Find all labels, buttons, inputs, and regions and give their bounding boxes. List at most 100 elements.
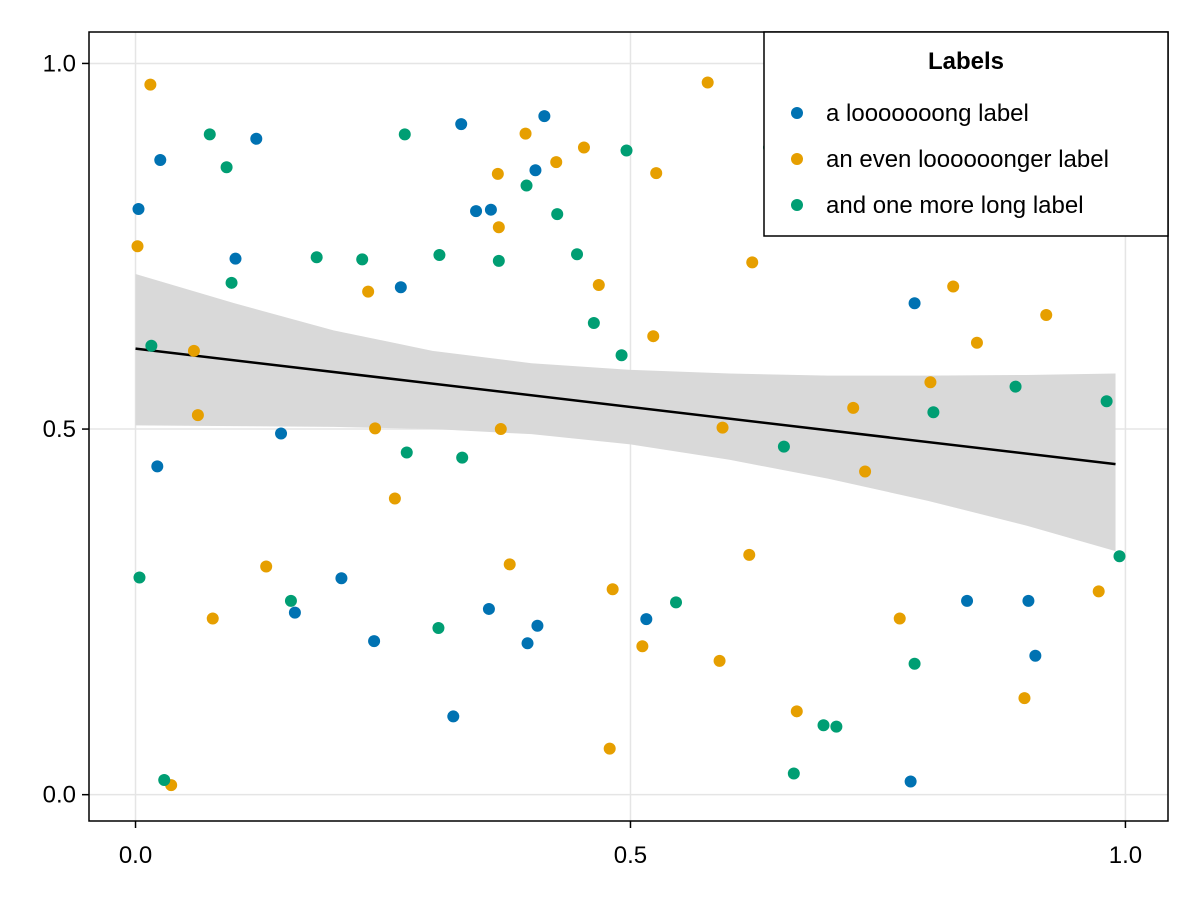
y-tick-label: 0.5 xyxy=(43,416,76,443)
confidence-band-layer xyxy=(135,274,1116,552)
scatter-point-series-2 xyxy=(701,76,714,89)
legend-label: a looooooong label xyxy=(826,100,1029,127)
scatter-point-series-3 xyxy=(225,276,238,289)
scatter-point-series-3 xyxy=(356,253,369,266)
scatter-point-series-2 xyxy=(187,344,200,357)
scatter-point-series-1 xyxy=(470,205,483,218)
scatter-point-series-3 xyxy=(433,249,446,262)
y-tick-label: 1.0 xyxy=(43,50,76,77)
scatter-point-series-3 xyxy=(587,317,600,330)
scatter-point-series-1 xyxy=(288,606,301,619)
legend-marker xyxy=(791,107,803,119)
scatter-point-series-2 xyxy=(519,127,532,140)
scatter-point-series-1 xyxy=(250,132,263,145)
scatter-point-series-2 xyxy=(191,409,204,422)
scatter-point-series-2 xyxy=(492,221,505,234)
scatter-point-series-2 xyxy=(362,285,375,298)
scatter-point-series-3 xyxy=(830,720,843,733)
scatter-point-series-2 xyxy=(859,465,872,478)
scatter-point-series-1 xyxy=(154,153,167,166)
fit-line-layer xyxy=(135,347,1116,466)
scatter-point-series-1 xyxy=(531,619,544,632)
scatter-point-series-3 xyxy=(400,446,413,459)
scatter-point-series-2 xyxy=(947,280,960,293)
scatter-point-series-2 xyxy=(503,558,516,571)
scatter-point-series-3 xyxy=(1113,550,1126,563)
scatter-point-series-3 xyxy=(615,349,628,362)
scatter-point-series-2 xyxy=(647,330,660,343)
legend-label: an even loooooonger label xyxy=(826,146,1109,173)
scatter-point-series-1 xyxy=(335,572,348,585)
scatter-point-series-3 xyxy=(310,251,323,264)
scatter-point-series-3 xyxy=(133,571,146,584)
scatter-point-series-3 xyxy=(908,657,921,670)
legend-items: a looooooong label an even loooooonger la… xyxy=(791,100,1109,219)
scatter-point-series-1 xyxy=(132,202,145,215)
scatter-point-series-2 xyxy=(577,141,590,154)
scatter-point-series-3 xyxy=(520,179,533,192)
regression-line xyxy=(135,347,1116,466)
scatter-point-series-1 xyxy=(394,281,407,294)
scatter-point-series-2 xyxy=(893,612,906,625)
scatter-point-series-1 xyxy=(455,118,468,131)
scatter-point-series-3 xyxy=(1100,395,1113,408)
scatter-point-series-2 xyxy=(650,167,663,180)
scatter-point-series-3 xyxy=(456,451,469,464)
scatter-point-series-3 xyxy=(284,594,297,607)
scatter-point-series-2 xyxy=(144,78,157,91)
scatter-point-series-3 xyxy=(398,128,411,141)
scatter-point-series-3 xyxy=(145,339,158,352)
scatter-point-series-1 xyxy=(484,203,497,216)
scatter-point-series-1 xyxy=(538,110,551,123)
scatter-point-series-2 xyxy=(494,423,507,436)
confidence-band xyxy=(135,274,1116,552)
scatter-point-series-1 xyxy=(640,613,653,626)
scatter-point-series-1 xyxy=(1029,649,1042,662)
scatter-point-series-3 xyxy=(787,767,800,780)
scatter-point-series-1 xyxy=(151,460,164,473)
scatter-point-series-2 xyxy=(550,156,563,169)
scatter-point-series-2 xyxy=(491,167,504,180)
scatter-points-layer xyxy=(131,76,1126,792)
scatter-point-series-1 xyxy=(482,602,495,615)
scatter-point-series-2 xyxy=(260,560,273,573)
scatter-point-series-3 xyxy=(1009,380,1022,393)
scatter-point-series-3 xyxy=(432,621,445,634)
scatter-point-series-1 xyxy=(229,252,242,265)
scatter-point-series-3 xyxy=(492,254,505,267)
axis-ticks: 0.0 0.5 1.0 0.0 0.5 1.0 xyxy=(43,50,1142,869)
legend-label: and one more long label xyxy=(826,192,1084,219)
legend-title: Labels xyxy=(928,48,1004,75)
scatter-point-series-2 xyxy=(746,256,759,269)
scatter-point-series-2 xyxy=(206,612,219,625)
x-tick-label: 1.0 xyxy=(1109,842,1142,869)
scatter-point-series-2 xyxy=(1018,692,1031,705)
scatter-point-series-2 xyxy=(603,742,616,755)
scatter-point-series-3 xyxy=(777,440,790,453)
scatter-point-series-3 xyxy=(203,128,216,141)
legend: Labels a looooooong label an even loooooo… xyxy=(763,31,1169,237)
scatter-point-series-2 xyxy=(790,705,803,718)
scatter-point-series-3 xyxy=(220,161,233,174)
scatter-point-series-3 xyxy=(927,406,940,419)
y-tick-label: 0.0 xyxy=(43,782,76,809)
scatter-point-series-2 xyxy=(743,548,756,561)
scatter-point-series-2 xyxy=(847,401,860,414)
scatter-point-series-1 xyxy=(904,775,917,788)
plot-frame xyxy=(88,31,1169,822)
legend-marker xyxy=(791,199,803,211)
scatter-point-series-3 xyxy=(817,719,830,732)
scatter-point-series-1 xyxy=(908,297,921,310)
scatter-point-series-2 xyxy=(716,421,729,434)
scatter-point-series-2 xyxy=(388,492,401,505)
scatter-point-series-1 xyxy=(961,594,974,607)
legend-box xyxy=(763,31,1169,237)
scatter-point-series-2 xyxy=(713,654,726,667)
scatter-point-series-1 xyxy=(529,164,542,177)
scatter-point-series-3 xyxy=(551,208,564,221)
scatter-point-series-2 xyxy=(1040,308,1053,321)
scatter-point-series-2 xyxy=(369,422,382,435)
scatter-point-series-2 xyxy=(636,640,649,653)
x-tick-label: 0.5 xyxy=(614,842,647,869)
